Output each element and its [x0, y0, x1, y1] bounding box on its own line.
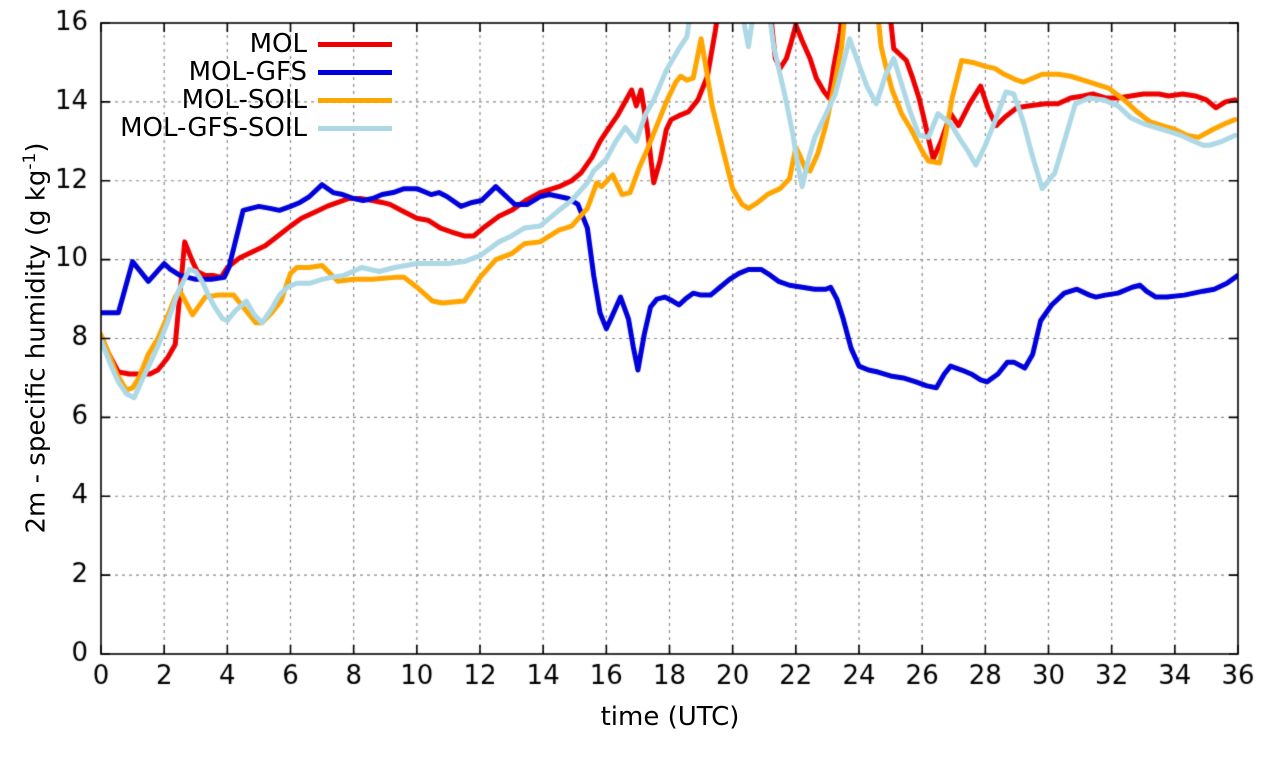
legend-line-sample: [318, 125, 392, 131]
legend-item: MOL: [112, 29, 392, 59]
legend: MOL MOL-GFS MOL-SOIL MOL-GFS-SOIL: [112, 29, 392, 143]
legend-label: MOL-SOIL: [181, 85, 307, 115]
legend-item: MOL-GFS-SOIL: [112, 113, 392, 143]
x-axis-label: time (UTC): [600, 702, 740, 732]
y-axis-label-close: ): [21, 142, 52, 153]
y-axis-label-text: 2m - specific humidity (g kg: [21, 169, 52, 534]
y-axis-label: 2m - specific humidity (g kg-1): [8, 88, 52, 588]
legend-line-sample: [318, 97, 392, 103]
y-axis-label-superscript: -1: [20, 152, 40, 170]
legend-label: MOL: [249, 29, 307, 59]
legend-label: MOL-GFS: [188, 57, 307, 87]
legend-item: MOL-SOIL: [112, 85, 392, 115]
legend-line-sample: [318, 69, 392, 75]
legend-item: MOL-GFS: [112, 57, 392, 87]
legend-line-sample: [318, 41, 392, 47]
legend-label: MOL-GFS-SOIL: [120, 113, 307, 143]
